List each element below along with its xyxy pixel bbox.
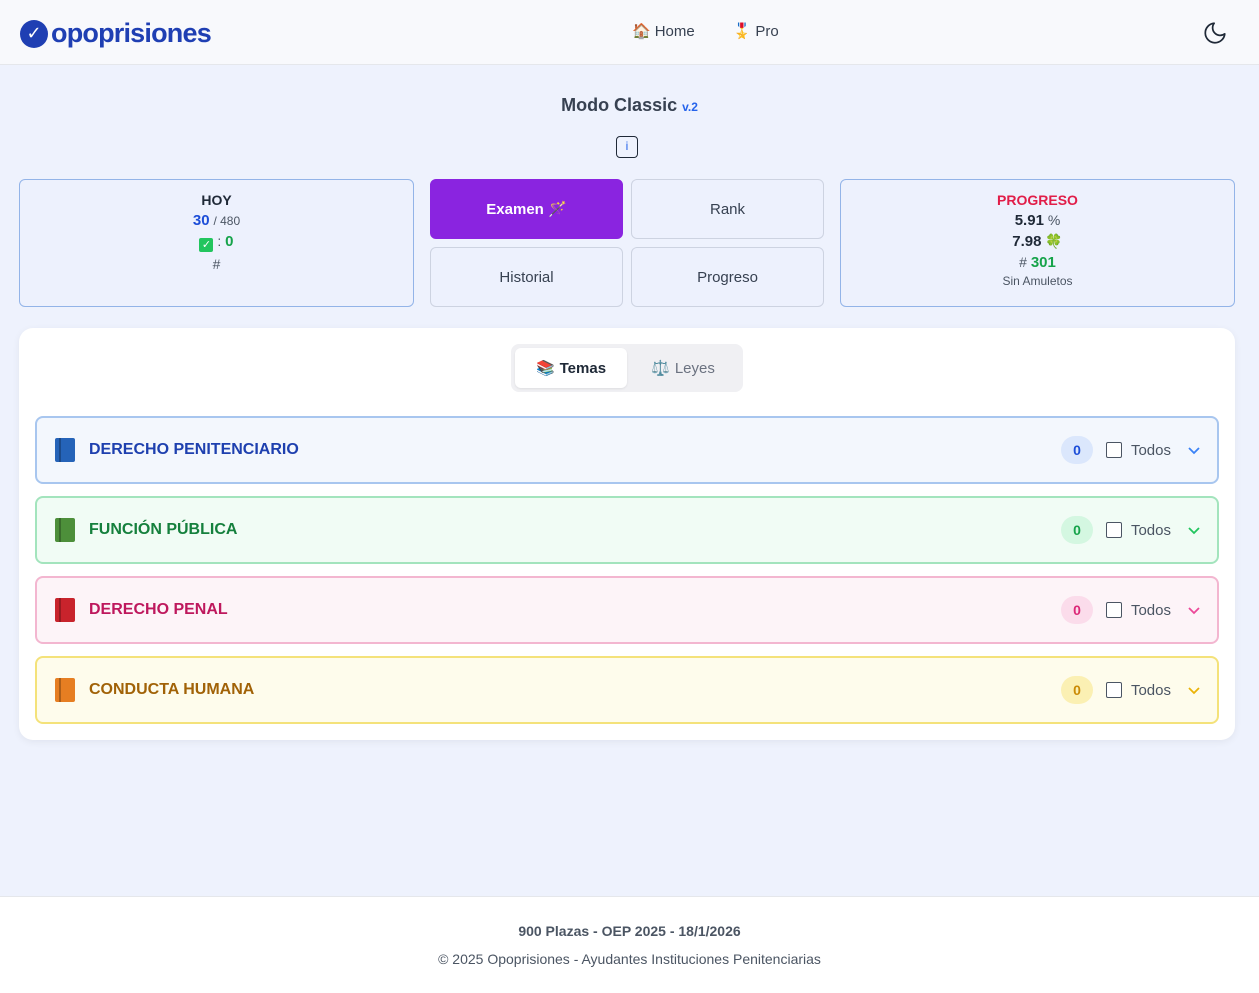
topic-count: 0 <box>1060 436 1093 464</box>
chevron-down-icon[interactable] <box>1187 683 1201 697</box>
check-icon: ✓ <box>199 238 214 252</box>
tab-temas-label: Temas <box>559 359 607 377</box>
version-badge: v.2 <box>682 100 698 114</box>
today-correct-sep: : <box>217 233 222 249</box>
page-title-text: Modo Classic <box>561 95 678 115</box>
nav-pro-label: Pro <box>755 22 779 40</box>
progress-percent-unit: % <box>1047 212 1061 228</box>
footer: 900 Plazas - OEP 2025 - 18/1/2026 © 2025… <box>0 896 1259 993</box>
red-book-icon <box>55 598 75 622</box>
tab-leyes-label: Leyes <box>674 359 715 377</box>
today-label: HOY <box>201 192 232 208</box>
select-all-checkbox[interactable] <box>1105 682 1122 698</box>
nav-home[interactable]: 🏠 Home <box>632 22 695 41</box>
topic-count: 0 <box>1060 676 1093 704</box>
progress-percent: 5.91 % <box>841 212 1234 229</box>
today-card: HOY 30 / 480 ✓ : 0 # <box>19 179 414 307</box>
select-all-label: Todos <box>1130 441 1171 459</box>
footer-exam-info: 900 Plazas - OEP 2025 - 18/1/2026 <box>518 923 741 939</box>
rank-button[interactable]: Rank <box>631 179 824 239</box>
page-title: Modo Classic v.2 <box>0 95 1259 116</box>
progress-score-value: 7.98 <box>1012 233 1042 250</box>
topic-name: DERECHO PENAL <box>89 601 228 618</box>
topic-name: CONDUCTA HUMANA <box>89 681 255 698</box>
tab-temas[interactable]: 📚 Temas <box>515 348 627 388</box>
check-logo-icon: ✓ <box>20 19 48 48</box>
topics-panel: 📚 Temas ⚖️ Leyes DERECHO PENITENCIARIO 0… <box>19 328 1235 740</box>
progress-card: PROGRESO 5.91 % 7.98 🍀 # 301 Sin Amuleto… <box>840 179 1235 307</box>
progress-rank-prefix: # <box>1019 254 1027 270</box>
scales-icon: ⚖️ <box>651 360 670 377</box>
progress-rank: # 301 <box>841 254 1234 271</box>
green-book-icon <box>55 518 75 542</box>
amuletos-status: Sin Amuletos <box>1002 274 1073 288</box>
select-all-checkbox[interactable] <box>1105 442 1122 458</box>
today-rank: # <box>212 256 221 272</box>
topic-count: 0 <box>1060 596 1093 624</box>
topic-derecho-penal[interactable]: DERECHO PENAL 0 Todos <box>35 576 1219 644</box>
today-progress: 30 / 480 <box>20 212 413 229</box>
chevron-down-icon[interactable] <box>1187 443 1201 457</box>
main-nav: 🏠 Home 🎖️ Pro <box>632 22 779 41</box>
today-done: 30 <box>192 212 210 229</box>
logo[interactable]: ✓ opoprisiones <box>20 18 212 49</box>
today-correct: ✓ : 0 <box>20 233 413 252</box>
dark-mode-toggle[interactable] <box>1202 20 1228 46</box>
nav-pro[interactable]: 🎖️ Pro <box>732 22 779 41</box>
history-button[interactable]: Historial <box>430 247 623 307</box>
progress-button[interactable]: Progreso <box>631 247 824 307</box>
select-all-label: Todos <box>1130 681 1171 699</box>
footer-copyright: © 2025 Opoprisiones - Ayudantes Instituc… <box>438 951 821 967</box>
select-all-checkbox[interactable] <box>1105 602 1122 618</box>
chevron-down-icon[interactable] <box>1187 523 1201 537</box>
progress-score: 7.98 🍀 <box>841 233 1234 250</box>
moon-icon <box>1204 22 1226 44</box>
orange-book-icon <box>55 678 75 702</box>
select-all-label: Todos <box>1130 601 1171 619</box>
blue-book-icon <box>55 438 75 462</box>
progress-rank-value: 301 <box>1030 254 1056 271</box>
medal-icon: 🎖️ <box>732 23 752 40</box>
nav-home-label: Home <box>654 22 695 40</box>
topic-count: 0 <box>1060 516 1093 544</box>
topic-derecho-penitenciario[interactable]: DERECHO PENITENCIARIO 0 Todos <box>35 416 1219 484</box>
tab-switcher: 📚 Temas ⚖️ Leyes <box>511 344 743 392</box>
exam-button[interactable]: Examen 🪄 <box>430 179 623 239</box>
select-all-label: Todos <box>1130 521 1171 539</box>
select-all-checkbox[interactable] <box>1105 522 1122 538</box>
logo-text: opoprisiones <box>51 18 212 48</box>
topic-name: DERECHO PENITENCIARIO <box>89 441 299 458</box>
progress-percent-value: 5.91 <box>1014 212 1044 229</box>
clover-icon: 🍀 <box>1045 233 1063 249</box>
topic-name: FUNCIÓN PÚBLICA <box>89 521 238 538</box>
top-bar: ✓ opoprisiones 🏠 Home 🎖️ Pro <box>0 0 1259 65</box>
topic-conducta-humana[interactable]: CONDUCTA HUMANA 0 Todos <box>35 656 1219 724</box>
chevron-down-icon[interactable] <box>1187 603 1201 617</box>
info-button[interactable]: i <box>616 136 638 158</box>
today-correct-value: 0 <box>225 233 234 250</box>
today-total: / 480 <box>213 214 241 228</box>
books-icon: 📚 <box>535 360 555 377</box>
progress-label: PROGRESO <box>997 192 1078 208</box>
topic-funcion-publica[interactable]: FUNCIÓN PÚBLICA 0 Todos <box>35 496 1219 564</box>
house-icon: 🏠 <box>632 23 651 40</box>
tab-leyes[interactable]: ⚖️ Leyes <box>627 348 739 388</box>
